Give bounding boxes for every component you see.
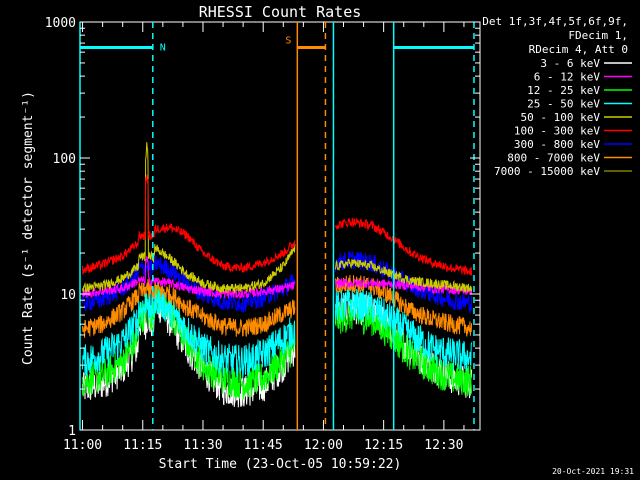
y-tick-label: 10	[60, 288, 76, 303]
legend-header: RDecim 4, Att 0	[529, 43, 628, 56]
annotation-label: N	[160, 42, 166, 53]
vertical-markers	[79, 22, 475, 430]
legend: Det 1f,3f,4f,5f,6f,9f,FDecim 1,RDecim 4,…	[482, 15, 632, 178]
series-line	[82, 142, 473, 294]
legend-entry-label: 3 - 6 keV	[540, 57, 600, 70]
series-line	[82, 274, 473, 338]
axes: 1 10 100 1000 11:00 11:15 11:30 11:45 12:00 12:15…	[45, 16, 480, 453]
series-line	[82, 174, 473, 276]
legend-header: FDecim 1,	[568, 29, 628, 42]
x-tick-label: 12:30	[424, 438, 463, 453]
annotation-label: S	[285, 35, 291, 46]
legend-entry-label: 100 - 300 keV	[514, 125, 600, 138]
x-tick-label: 11:15	[123, 438, 162, 453]
x-tick-label: 11:00	[63, 438, 102, 453]
timestamp: 20-Oct-2021 19:31	[552, 467, 634, 476]
legend-entry-label: 300 - 800 keV	[514, 138, 600, 151]
y-axis-label: Count Rate (s⁻¹ detector segment⁻¹)	[21, 91, 36, 365]
legend-entry-label: 800 - 7000 keV	[507, 152, 600, 165]
annotations: NS	[80, 35, 474, 53]
x-tick-label: 11:45	[244, 438, 283, 453]
y-tick-label: 1000	[45, 16, 76, 31]
chart-title: RHESSI Count Rates	[199, 3, 362, 21]
x-axis-label: Start Time (23-Oct-05 10:59:22)	[159, 457, 402, 472]
x-tick-label: 12:00	[304, 438, 343, 453]
legend-entry-label: 25 - 50 keV	[527, 98, 600, 111]
series-line	[82, 282, 473, 378]
legend-entry-label: 6 - 12 keV	[534, 71, 601, 84]
series-layer	[82, 142, 473, 408]
x-tick-label: 11:30	[183, 438, 222, 453]
x-tick-label: 12:15	[364, 438, 403, 453]
legend-entry-label: 7000 - 15000 keV	[494, 165, 600, 178]
y-tick-label: 1	[68, 424, 76, 439]
legend-header: Det 1f,3f,4f,5f,6f,9f,	[482, 15, 628, 28]
legend-entry-label: 12 - 25 keV	[527, 84, 600, 97]
y-tick-label: 100	[53, 152, 76, 167]
series-line	[82, 255, 473, 300]
legend-entry-label: 50 - 100 keV	[521, 111, 601, 124]
